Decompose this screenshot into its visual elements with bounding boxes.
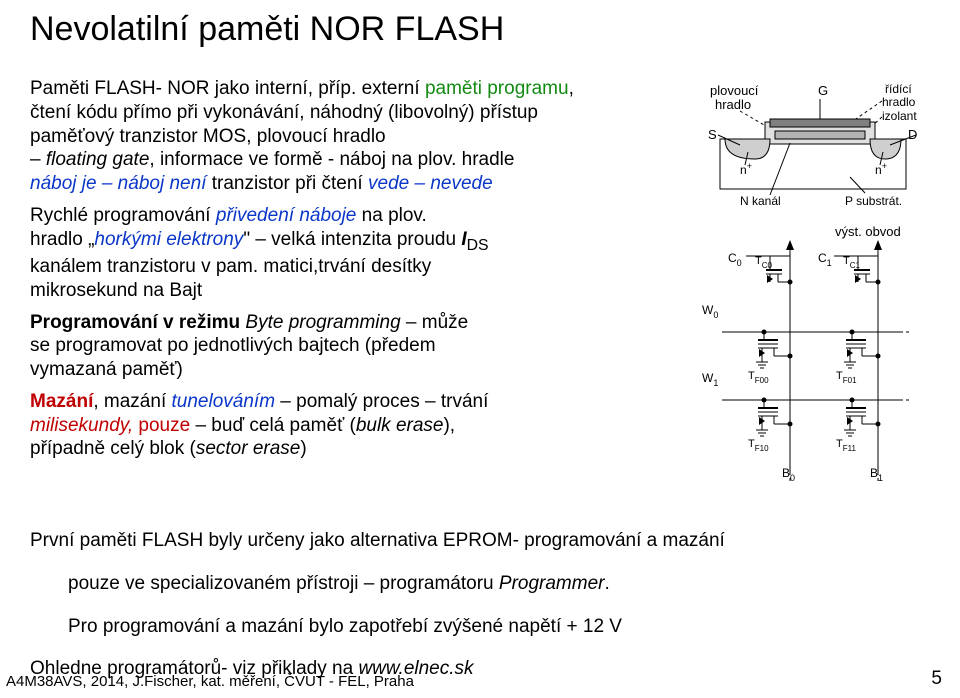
t: Paměti FLASH- NOR jako interní, příp.	[30, 78, 356, 99]
svg-text:C0: C0	[728, 251, 742, 268]
t: , informace ve formě - náboj na plov. hr…	[149, 149, 514, 170]
t: vymazaná paměť)	[30, 359, 183, 380]
svg-text:plovoucí: plovoucí	[710, 83, 759, 98]
t: náboj není	[112, 173, 206, 194]
t: se programovat po jednotlivých bajtech (…	[30, 335, 436, 356]
svg-text:hradlo: hradlo	[882, 95, 916, 109]
t: na plov.	[356, 205, 426, 226]
svg-text:výst. obvod: výst. obvod	[835, 224, 901, 239]
t: bulk erase	[356, 415, 444, 436]
t: Rychlé programování	[30, 205, 216, 226]
nor-array-diagram: výst. obvod C0 C1	[670, 222, 930, 502]
t: mikrosekund na Bajt	[30, 280, 202, 301]
t: Mazání	[30, 391, 93, 412]
svg-text:B0: B0	[782, 466, 795, 483]
svg-text:P substrát.: P substrát.	[845, 194, 902, 208]
svg-text:řídící: řídící	[885, 82, 912, 96]
svg-text:TF11: TF11	[836, 438, 856, 453]
svg-text:hradlo: hradlo	[715, 97, 751, 112]
t: náboj je –	[30, 173, 112, 194]
svg-text:C1: C1	[818, 251, 832, 268]
svg-text:TF01: TF01	[836, 370, 857, 385]
svg-text:G: G	[818, 83, 828, 98]
t: )	[300, 438, 306, 459]
t: sector erase	[196, 438, 301, 459]
footer-text: A4M38AVS, 2014, J.Fischer, kat. měření, …	[6, 673, 414, 690]
t: –	[30, 149, 46, 170]
t: paměti programu	[425, 78, 569, 99]
t: Byte programming	[240, 312, 406, 333]
body-text: Paměti FLASH- NOR jako interní, příp. ex…	[30, 77, 662, 507]
t: horkými elektrony	[94, 229, 243, 250]
t: , mazání	[93, 391, 171, 412]
svg-text:B1: B1	[870, 466, 883, 483]
t: vede – nevede	[368, 173, 493, 194]
svg-text:n+: n+	[740, 161, 752, 177]
t: tunelováním	[172, 391, 276, 412]
t: DS	[467, 236, 489, 253]
slide-title: Nevolatilní paměti NOR FLASH	[30, 10, 930, 49]
t: Pro programování a mazání bylo zapotřebí…	[68, 616, 622, 637]
t: " – velká intenzita proudu	[243, 229, 461, 250]
transistor-diagram: plovoucí hradlo G řídící hradlo izolant …	[670, 77, 930, 217]
t: Programování v režimu	[30, 312, 240, 333]
figure-column: plovoucí hradlo G řídící hradlo izolant …	[662, 77, 930, 507]
t: ,	[569, 78, 574, 99]
t: čtení kódu přímo při vykonávání, náhodný…	[30, 102, 538, 123]
svg-text:W0: W0	[702, 303, 718, 320]
t: přivedení náboje	[216, 205, 357, 226]
t: milisekundy,	[30, 415, 133, 436]
svg-text:TF10: TF10	[748, 438, 769, 453]
t: První paměti FLASH byly určeny jako alte…	[30, 530, 725, 551]
t: pouze ve specializovaném přístroji – pro…	[68, 573, 499, 594]
svg-text:izolant: izolant	[882, 109, 917, 123]
svg-text:n+: n+	[875, 161, 887, 177]
t: případně celý blok (	[30, 438, 196, 459]
page-number: 5	[931, 668, 942, 690]
svg-text:S: S	[708, 127, 717, 142]
svg-text:N kanál: N kanál	[740, 194, 781, 208]
t: externí	[362, 78, 425, 99]
bottom-text: První paměti FLASH byly určeny jako alte…	[30, 529, 910, 681]
t: – může	[406, 312, 468, 333]
t: tranzistor při čtení	[206, 173, 368, 194]
svg-text:D: D	[908, 127, 917, 142]
svg-text:TF00: TF00	[748, 370, 769, 385]
t: Programmer	[499, 573, 605, 594]
t: ),	[443, 415, 455, 436]
t: – buď celá paměť (	[190, 415, 356, 436]
svg-text:W1: W1	[702, 371, 718, 388]
t: – pomalý proces – trvání	[275, 391, 488, 412]
t: paměťový tranzistor MOS, plovoucí hradlo	[30, 126, 386, 147]
t: floating gate	[46, 149, 150, 170]
t: pouze	[133, 415, 190, 436]
t: hradlo „	[30, 229, 94, 250]
t: kanálem tranzistoru v pam. matici,trvání…	[30, 256, 431, 277]
t: .	[604, 573, 609, 594]
